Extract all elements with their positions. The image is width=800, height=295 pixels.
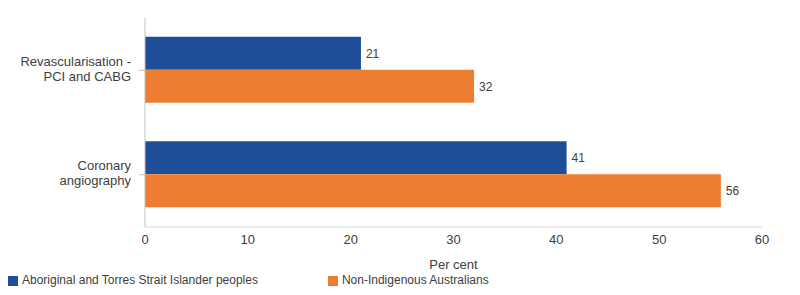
svg-text:40: 40 [549, 232, 563, 247]
svg-text:Per cent: Per cent [429, 257, 478, 272]
svg-text:41: 41 [572, 151, 586, 165]
svg-text:56: 56 [726, 184, 740, 198]
html-text:Aboriginal and Torres Strait I: Aboriginal and Torres Strait Islander pe… [22, 273, 258, 287]
svg-text:20: 20 [343, 232, 357, 247]
svg-text:32: 32 [479, 80, 493, 94]
svg-text:0: 0 [141, 232, 148, 247]
svg-text:21: 21 [366, 47, 380, 61]
svg-text:Revascularisation -PCI and CAB: Revascularisation -PCI and CABG [20, 54, 131, 84]
svg-text:60: 60 [755, 232, 769, 247]
svg-text:Coronaryangiography: Coronaryangiography [59, 159, 131, 189]
svg-text:30: 30 [446, 232, 460, 247]
html-text:Non-Indigenous Australians: Non-Indigenous Australians [341, 273, 489, 287]
svg-text:10: 10 [241, 232, 255, 247]
svg-text:50: 50 [652, 232, 666, 247]
